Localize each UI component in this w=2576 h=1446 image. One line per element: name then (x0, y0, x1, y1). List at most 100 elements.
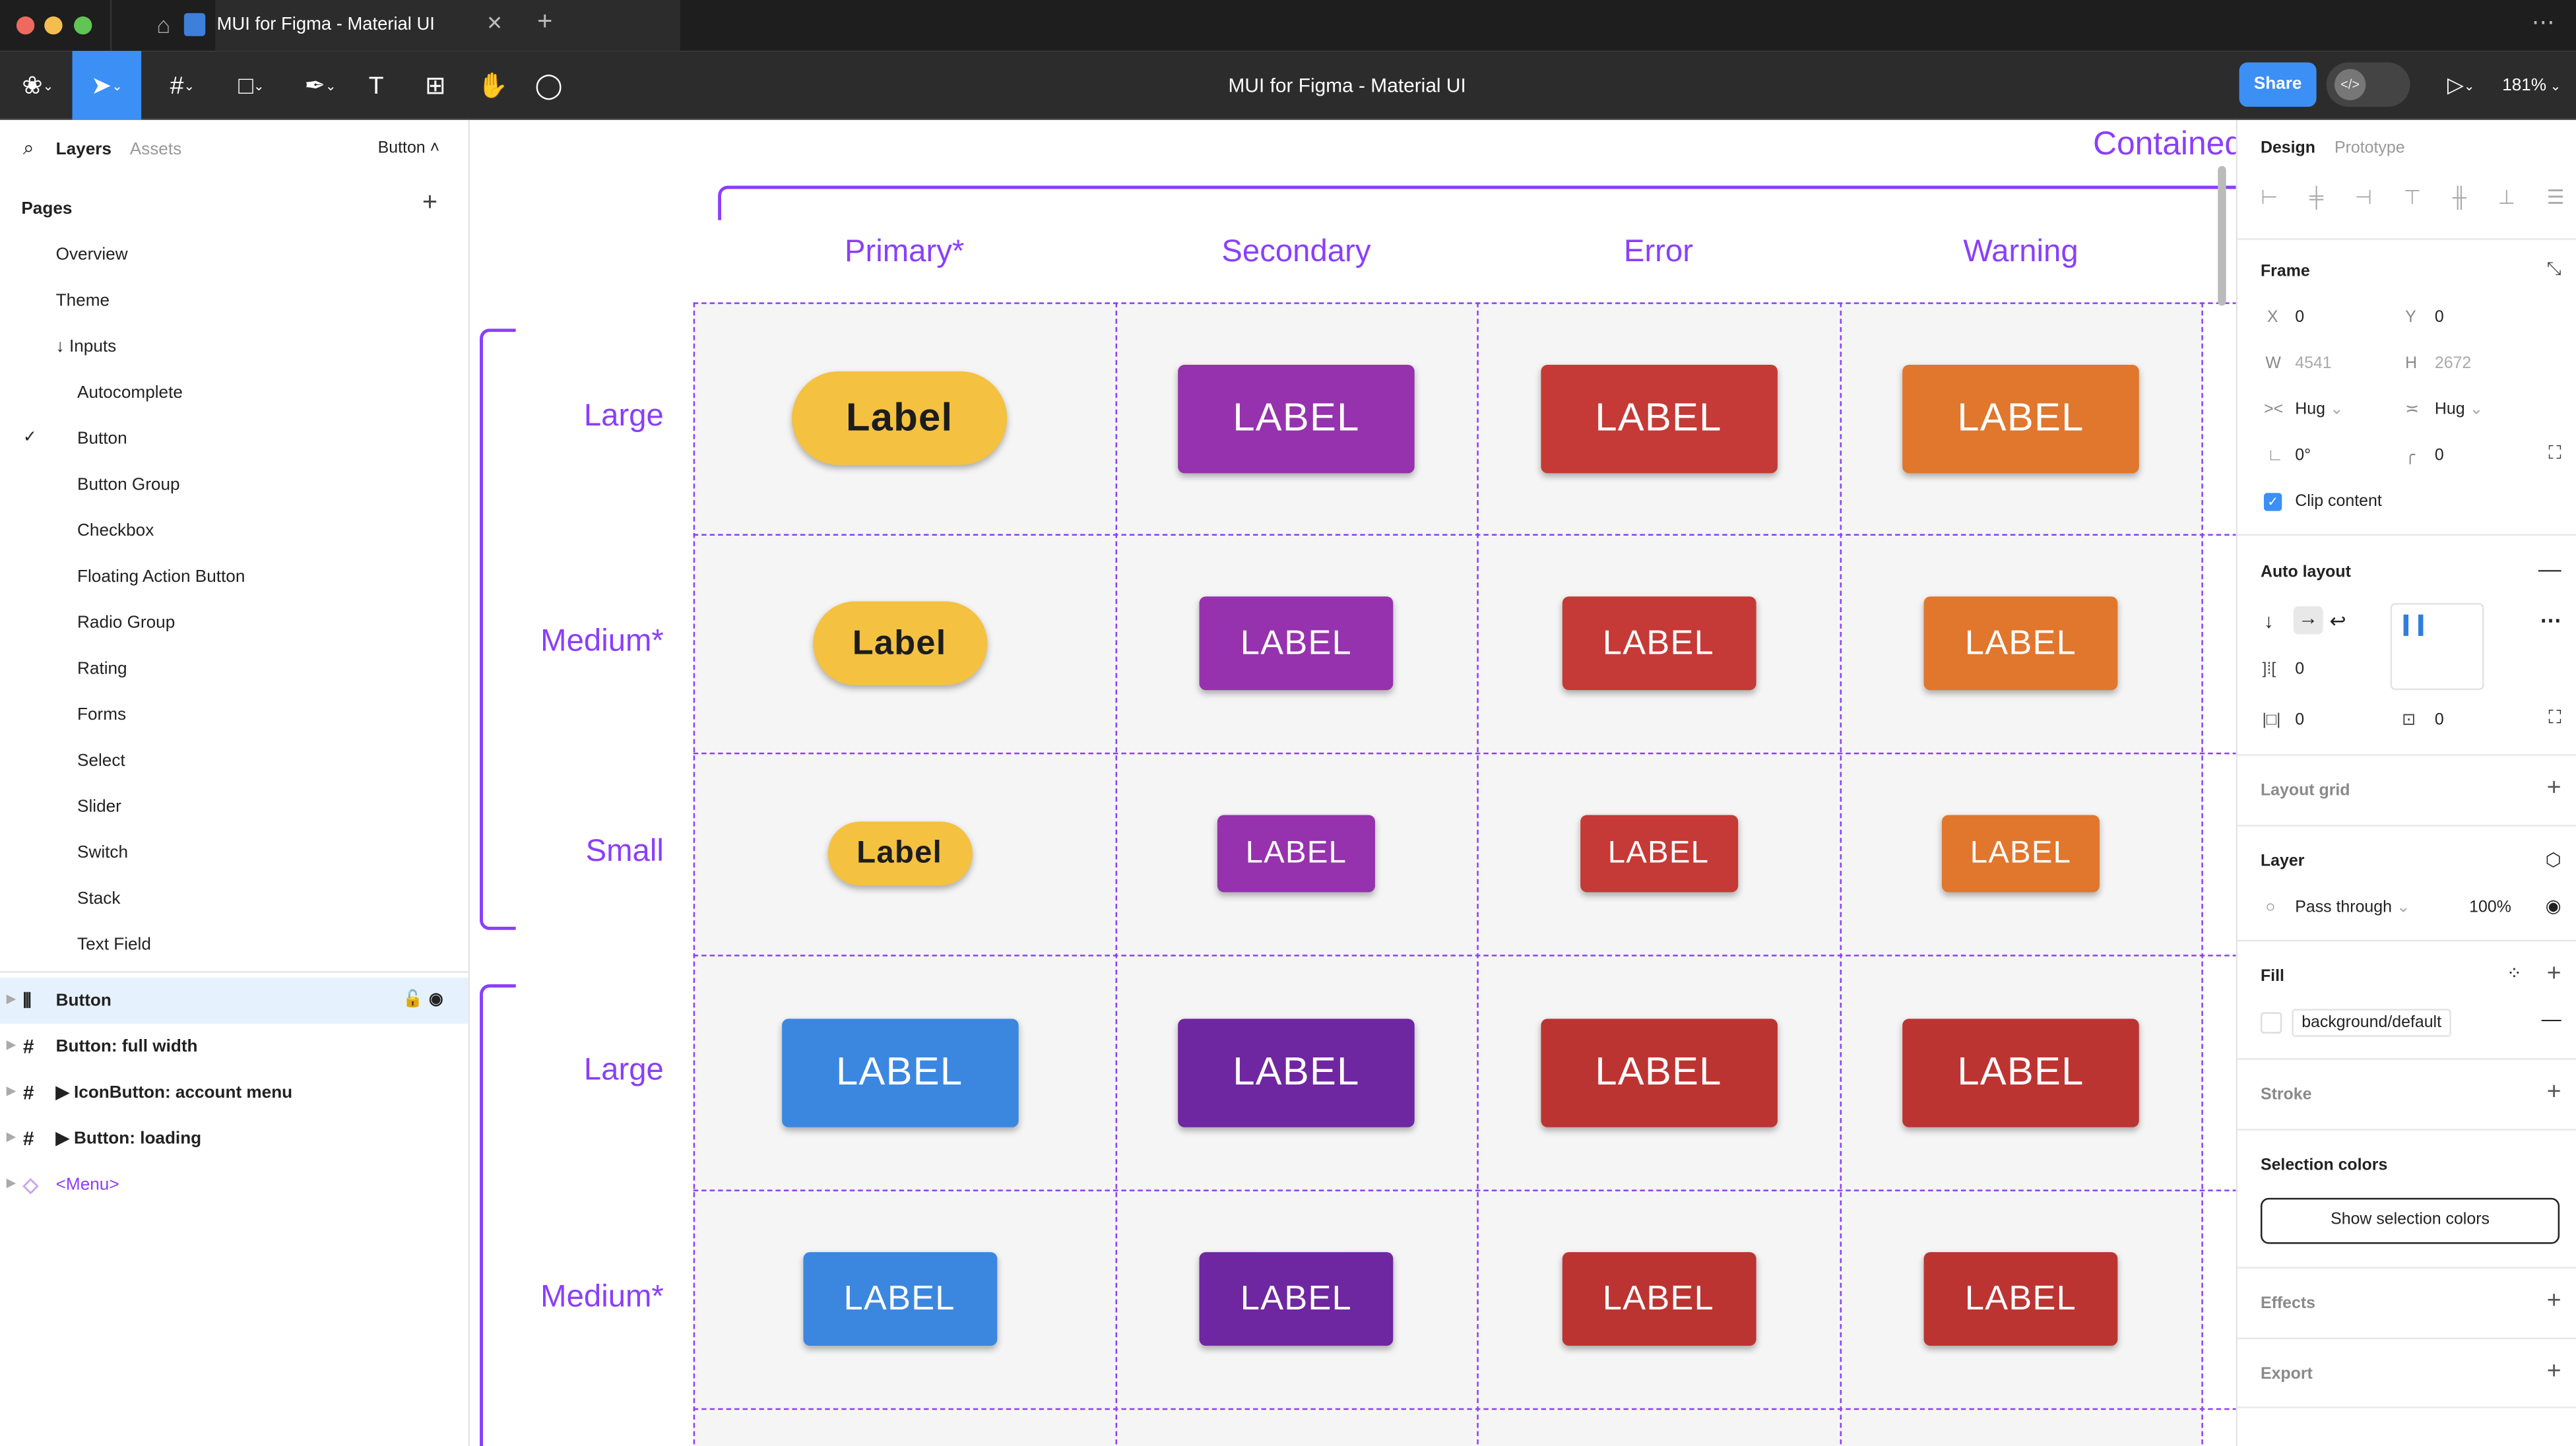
height-field[interactable]: 2672 (2434, 355, 2472, 373)
fill-style-chip[interactable]: background/default (2292, 1009, 2451, 1037)
page-item[interactable]: Overview (0, 232, 468, 278)
layer-row[interactable]: ▶ # ▶ Button: loading (0, 1116, 468, 1162)
independent-corners-icon[interactable]: ⛶ (2548, 443, 2561, 464)
opacity-field[interactable]: 100% (2469, 898, 2511, 917)
button-variant[interactable]: LABEL (1923, 596, 2118, 691)
tab-layers[interactable]: Layers (55, 139, 112, 160)
page-item[interactable]: Text Field (0, 922, 468, 968)
button-variant[interactable]: LABEL (802, 1252, 997, 1346)
align-top-icon[interactable]: ⊤ (2403, 185, 2421, 209)
x-field[interactable]: 0 (2295, 309, 2305, 327)
tab-design[interactable]: Design (2260, 139, 2315, 158)
pen-tool-icon[interactable]: ✒ ⌄ (304, 72, 337, 100)
layer-row[interactable]: ▶ ◇ <Menu> (0, 1162, 468, 1208)
main-menu-icon[interactable]: ❀ ⌄ (22, 72, 54, 100)
button-variant[interactable]: LABEL (1540, 1018, 1777, 1127)
individual-padding-icon[interactable]: ⛶ (2548, 708, 2561, 728)
align-center-v-icon[interactable]: ╫ (2452, 185, 2466, 209)
button-variant[interactable]: LABEL (1561, 1252, 1756, 1346)
new-tab-icon[interactable]: + (537, 8, 553, 36)
y-field[interactable]: 0 (2434, 309, 2444, 327)
blend-icon[interactable]: ⬡ (2545, 851, 2561, 871)
tab-assets[interactable]: Assets (129, 139, 182, 160)
wrap-icon[interactable]: ↩ (2329, 610, 2346, 633)
button-variant[interactable]: Label (792, 371, 1008, 465)
vertical-scrollbar[interactable] (2218, 166, 2226, 306)
page-item[interactable]: Slider (0, 784, 468, 830)
tab-prototype[interactable]: Prototype (2334, 139, 2405, 158)
fill-swatch[interactable] (2260, 1012, 2282, 1034)
layer-row[interactable]: ▶ ⫴ Button 🔓 ◉ (0, 978, 468, 1024)
canvas[interactable]: Contained Primary* Secondary Error Warning L… (470, 119, 2236, 1446)
layer-row[interactable]: ▶ # Button: full width (0, 1024, 468, 1070)
button-variant[interactable]: LABEL (1902, 1018, 2139, 1127)
add-effect-icon[interactable]: + (2546, 1286, 2561, 1315)
add-stroke-icon[interactable]: + (2546, 1078, 2561, 1106)
dev-mode-toggle[interactable]: </> (2326, 62, 2410, 107)
clip-content-checkbox[interactable]: ✓ (2263, 493, 2282, 511)
add-page-icon[interactable]: + (422, 189, 438, 217)
expand-caret-icon[interactable]: ▶ (6, 1178, 16, 1190)
shape-tool-icon[interactable]: □ ⌄ (238, 71, 265, 100)
show-selection-colors-button[interactable]: Show selection colors (2260, 1197, 2560, 1244)
style-icon[interactable]: ⁘ (2506, 964, 2522, 985)
file-tab[interactable]: MUI for Figma - Material UI ✕ (183, 0, 680, 51)
maximize-window-button[interactable] (74, 16, 92, 35)
rotation-field[interactable]: 0° (2295, 447, 2311, 465)
more-options-icon[interactable]: ⋯ (2540, 608, 2561, 633)
home-icon[interactable]: ⌂ (110, 0, 215, 51)
button-variant[interactable]: LABEL (1199, 596, 1394, 691)
page-item[interactable]: ↓ Inputs (0, 324, 468, 370)
share-button[interactable]: Share (2239, 62, 2317, 107)
frame-tool-icon[interactable]: # ⌄ (170, 71, 195, 100)
page-item[interactable]: Stack (0, 876, 468, 922)
remove-fill-icon[interactable]: — (2541, 1007, 2561, 1030)
width-field[interactable]: 4541 (2295, 355, 2332, 373)
button-variant[interactable]: LABEL (1199, 1252, 1394, 1346)
width-mode-dropdown[interactable]: Hug ⌄ (2295, 400, 2344, 420)
more-icon[interactable]: ⋯ (2531, 8, 2555, 35)
align-left-icon[interactable]: ⊢ (2260, 185, 2278, 209)
unlock-icon[interactable]: 🔓 (402, 991, 424, 1009)
align-bottom-icon[interactable]: ⊥ (2497, 185, 2515, 209)
close-window-button[interactable] (16, 16, 35, 35)
move-tool-icon[interactable]: ➤ ⌄ (72, 51, 142, 120)
zoom-dropdown[interactable]: 181% ⌄ (2502, 75, 2561, 96)
button-variant[interactable]: LABEL (1561, 596, 1756, 691)
button-variant[interactable]: LABEL (1923, 1252, 2118, 1346)
radius-field[interactable]: 0 (2434, 447, 2444, 465)
expand-caret-icon[interactable]: ▶ (6, 1132, 16, 1144)
page-item[interactable]: Checkbox (0, 508, 468, 554)
gap-field[interactable]: 0 (2295, 660, 2305, 679)
button-variant[interactable]: Label (812, 601, 987, 685)
align-right-icon[interactable]: ⊣ (2354, 185, 2372, 209)
present-icon[interactable]: ▷ ⌄ (2447, 72, 2475, 97)
frame-heading[interactable]: Frame (2260, 263, 2310, 281)
button-variant[interactable]: LABEL (1941, 815, 2100, 893)
remove-auto-layout-icon[interactable]: — (2538, 555, 2561, 582)
button-variant[interactable]: LABEL (781, 1018, 1018, 1127)
comment-tool-icon[interactable]: ◯ (534, 72, 563, 100)
minimize-window-button[interactable] (44, 16, 63, 35)
page-item[interactable]: Radio Group (0, 600, 468, 646)
page-item[interactable]: Button ✓ (0, 416, 468, 462)
text-tool-icon[interactable]: T (368, 71, 384, 100)
hand-tool-icon[interactable]: ✋ (477, 72, 509, 100)
eye-icon[interactable]: ◉ (2545, 897, 2561, 917)
layer-row[interactable]: ▶ # ▶ IconButton: account menu (0, 1070, 468, 1116)
close-tab-icon[interactable]: ✕ (486, 11, 503, 35)
add-layout-grid-icon[interactable]: + (2546, 774, 2561, 802)
expand-caret-icon[interactable]: ▶ (6, 993, 16, 1006)
page-item[interactable]: Forms (0, 692, 468, 738)
page-item[interactable]: Theme (0, 278, 468, 324)
button-variant[interactable]: LABEL (1579, 815, 1737, 893)
vertical-padding-field[interactable]: 0 (2434, 711, 2444, 730)
alignment-grid[interactable] (2390, 603, 2484, 691)
resize-to-fit-icon[interactable]: ⤡ (2546, 259, 2561, 280)
eye-icon[interactable]: ◉ (428, 991, 443, 1009)
horizontal-padding-field[interactable]: 0 (2295, 711, 2305, 730)
button-variant[interactable]: LABEL (1178, 1018, 1415, 1127)
button-variant[interactable]: LABEL (1540, 363, 1777, 473)
align-center-h-icon[interactable]: ╪ (2309, 185, 2324, 209)
button-variant[interactable]: LABEL (1217, 815, 1375, 893)
